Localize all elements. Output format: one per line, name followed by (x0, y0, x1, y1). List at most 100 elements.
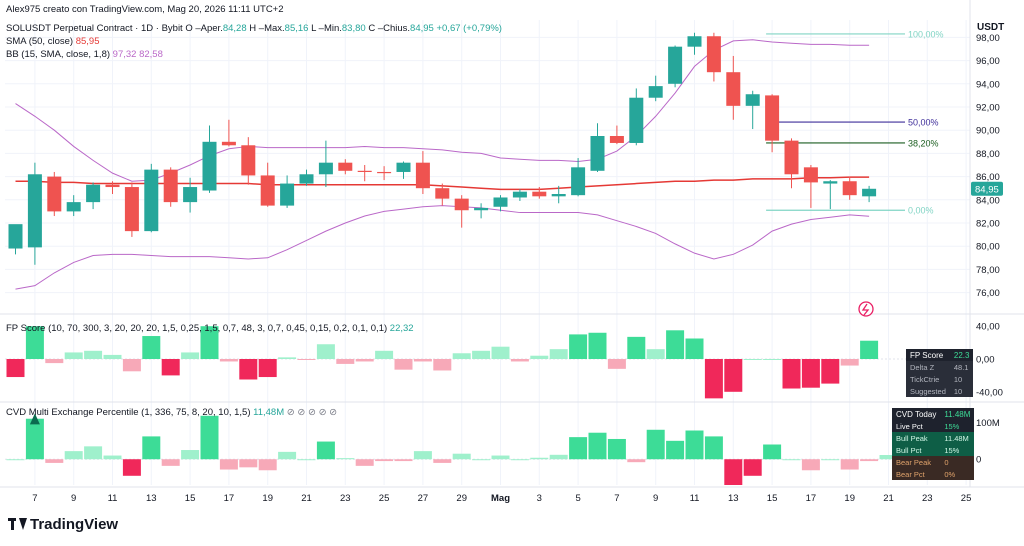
candle-body (532, 191, 547, 197)
candle-body (726, 72, 741, 106)
candle-body (571, 167, 586, 196)
candle-body (280, 183, 295, 206)
y-tick-label: 96,00 (976, 56, 1000, 67)
candle-body (823, 181, 838, 184)
x-tick-label: Mag (491, 493, 510, 504)
cvd-table-value: 11.48M (944, 409, 971, 419)
cvd-bar (64, 451, 83, 460)
cvd-bar (879, 455, 898, 460)
cvd-bar (25, 418, 44, 460)
cvd-bar (45, 459, 64, 463)
candle-body (338, 162, 353, 171)
cvd-axis-label: 0 (976, 455, 981, 466)
cvd-bar (472, 459, 491, 461)
open-value: 84,28 (222, 23, 247, 34)
cvd-bar (782, 459, 801, 461)
candle-body (551, 194, 566, 197)
cvd-bar (297, 459, 316, 461)
cvd-bar (685, 430, 704, 460)
chart-gridlines (5, 20, 970, 485)
time-axis[interactable]: 7 9 11 13 15 17 19 21 23 25 27 29 Mag 3 5 7 9 11 13 15 17 19 2… (32, 493, 971, 504)
fp-bar (724, 359, 743, 392)
fp-bar (510, 359, 529, 362)
y-tick-label: 92,00 (976, 103, 1000, 114)
lightning-icon (858, 301, 874, 317)
fp-score-table: FP Score 22.3 Delta Z 48.1 TickCtrie 10 … (906, 349, 974, 397)
candle-body (260, 175, 275, 206)
symbol-label[interactable]: SOLUSDT Perpetual Contract · 1D · Bybit (6, 23, 183, 34)
candle-body (512, 191, 527, 198)
y-tick-label: 86,00 (976, 172, 1000, 183)
candle-body (454, 198, 469, 211)
candle-body (784, 140, 799, 175)
cvd-bar (142, 436, 161, 460)
cvd-histogram (5, 415, 970, 485)
x-tick-label: 11 (690, 493, 700, 504)
fp-table-key: Suggested (910, 386, 946, 396)
candle-body (144, 169, 159, 232)
fp-bar (316, 344, 335, 359)
close-value: 84,95 (410, 23, 434, 34)
candle-body (668, 46, 683, 84)
cvd-bar (510, 459, 529, 461)
close-label: C – (368, 23, 384, 34)
bb-legend[interactable]: BB (15, SMA, close, 1,8) 97,32 82,58 (6, 48, 502, 61)
cvd-bar (122, 459, 141, 476)
fp-bar (122, 359, 141, 372)
cvd-table-value: 15% (944, 445, 960, 455)
candle-body (803, 167, 818, 183)
fp-bar (336, 359, 355, 364)
fp-bar (413, 359, 432, 362)
cvd-bar (491, 455, 510, 460)
cvd-legend[interactable]: CVD Multi Exchange Percentile (1, 336, 7… (6, 407, 337, 418)
candle-body (435, 188, 450, 199)
cvd-bar (181, 450, 200, 460)
fp-table-value: 48.1 (953, 362, 969, 372)
cvd-table-key: Live Pct (896, 421, 923, 431)
cvd-bar (646, 429, 665, 460)
fp-bar (472, 350, 491, 359)
candle-body (86, 184, 101, 203)
tradingview-logo[interactable]: TradingView (8, 516, 118, 533)
cvd-bar (239, 459, 258, 468)
low-label: L – (311, 23, 324, 34)
fp-bar (801, 359, 820, 388)
fp-bar (743, 359, 762, 360)
x-tick-label: 13 (728, 493, 739, 504)
bb-lower-line (15, 205, 870, 290)
x-tick-label: 3 (537, 493, 542, 504)
sma-legend[interactable]: SMA (50, close) 85,95 (6, 35, 502, 48)
fp-bar (25, 326, 44, 359)
cvd-bar (627, 459, 646, 463)
x-tick-label: 5 (575, 493, 580, 504)
fp-bar (860, 340, 879, 359)
fp-bar (491, 346, 510, 359)
last-price-tag (971, 181, 1003, 196)
y-tick-label: 78,00 (976, 265, 1000, 276)
cvd-bar (743, 459, 762, 476)
fp-bar (666, 330, 685, 359)
fib-level-label: 0,00% (908, 206, 934, 216)
candle-body (706, 36, 721, 73)
fp-score-legend[interactable]: FP Score (10, 70, 300, 3, 20, 20, 20, 1,… (6, 323, 414, 334)
fp-bar (258, 359, 277, 378)
candle-body (202, 141, 217, 191)
fp-score-label: FP Score (10, 70, 300, 3, 20, 20, 20, 1,… (6, 323, 388, 334)
cvd-axis-label: 100M (976, 418, 1000, 429)
x-tick-label: 15 (185, 493, 196, 504)
cvd-bar (704, 436, 723, 460)
fp-bar (782, 359, 801, 389)
cvd-bar (821, 459, 840, 461)
cvd-bar (375, 459, 394, 462)
x-tick-label: 23 (922, 493, 933, 504)
x-tick-label: 7 (32, 493, 37, 504)
candle-body (8, 224, 23, 249)
price-axis[interactable]: 98,00 96,00 94,00 92,00 90,00 88,00 86,00 84,00… (971, 33, 1003, 466)
candle-body (163, 169, 178, 203)
candle-body (124, 187, 139, 232)
x-tick-label: 15 (767, 493, 778, 504)
cvd-bar (336, 458, 355, 460)
cvd-bar (219, 459, 238, 470)
candle-body (241, 145, 256, 176)
